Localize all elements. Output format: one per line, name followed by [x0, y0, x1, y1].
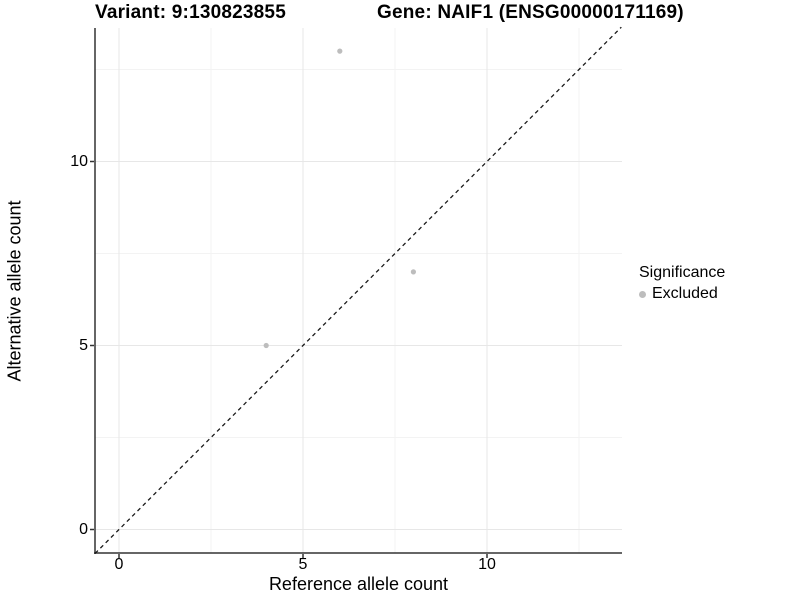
gene-title: Gene: NAIF1 (ENSG00000171169) [377, 2, 684, 23]
y-axis-title: Alternative allele count [4, 200, 25, 382]
y-tick-label: 5 [79, 336, 88, 354]
legend-item-label: Excluded [652, 285, 718, 302]
x-tick-label: 0 [114, 556, 124, 573]
legend-point-icon [639, 290, 646, 298]
variant-title: Variant: 9:130823855 [95, 2, 286, 23]
legend-title: Significance [639, 264, 726, 281]
identity-line [94, 26, 622, 554]
x-tick-label: 5 [298, 556, 308, 573]
data-point [410, 269, 416, 275]
y-tick-label: 0 [79, 520, 88, 538]
legend: Significance Excluded [639, 264, 725, 303]
data-point [263, 342, 269, 349]
x-tick-label: 10 [478, 556, 496, 573]
x-axis-title: Reference allele count [268, 574, 449, 594]
y-tick-label: 10 [70, 152, 88, 170]
legend-item-excluded: Excluded [639, 285, 725, 303]
data-point [337, 48, 343, 54]
